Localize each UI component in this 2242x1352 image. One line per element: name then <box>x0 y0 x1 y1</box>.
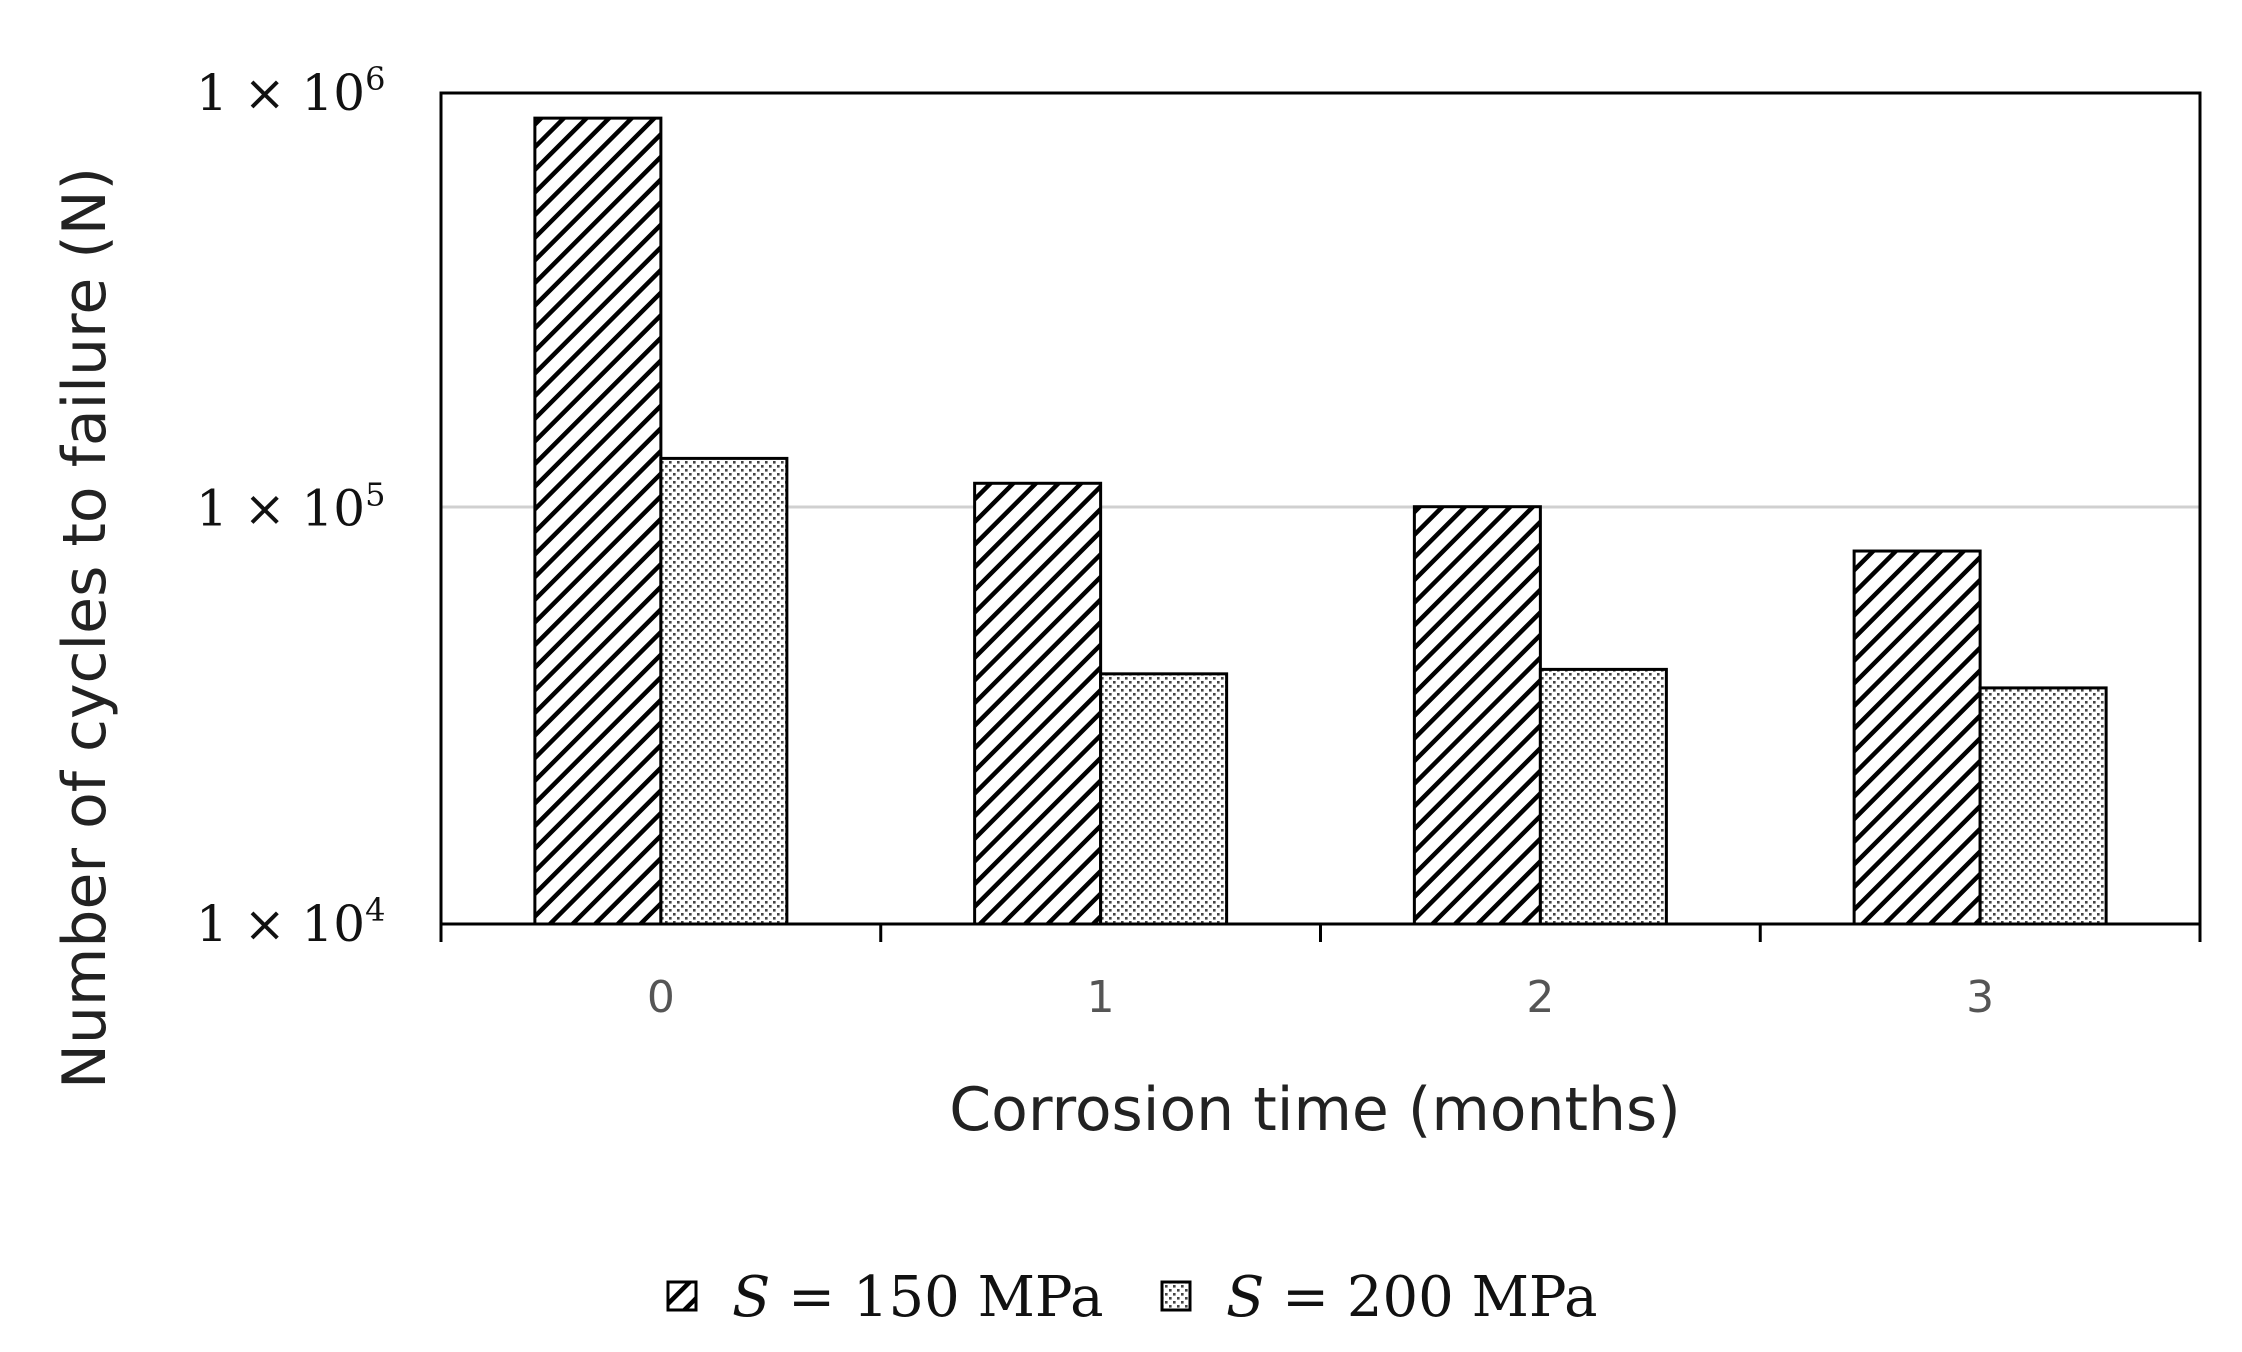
legend-item-series-2: S = 200 MPa <box>1160 1265 1597 1330</box>
legend-label-rest: = 150 MPa <box>770 1265 1103 1330</box>
legend-label-italic: S <box>1226 1265 1264 1330</box>
bar-series-2-cat-1 <box>1099 672 1229 926</box>
y-tick-label: 1 × 105 <box>196 476 385 538</box>
x-tick-label: 1 <box>1087 972 1115 1023</box>
x-axis: 0 1 2 3 Corrosion time (months) <box>439 922 2202 1145</box>
x-tick-label: 3 <box>1966 972 1994 1023</box>
legend-label-rest: = 200 MPa <box>1264 1265 1597 1330</box>
y-axis-label: Number of cycles to failure (N) <box>50 167 120 1089</box>
svg-text:S = 200 MPa: S = 200 MPa <box>1226 1265 1597 1330</box>
x-axis-label: Corrosion time (months) <box>949 1075 1680 1145</box>
y-axis: 1 × 106 1 × 105 1 × 104 Number of cycles t… <box>50 60 385 1089</box>
bar-series-2-cat-2 <box>1538 667 1668 926</box>
svg-text:S = 150 MPa: S = 150 MPa <box>732 1265 1103 1330</box>
bars <box>533 116 2108 926</box>
legend-label-italic: S <box>732 1265 770 1330</box>
x-tick-label: 2 <box>1526 972 1554 1023</box>
x-tick-label: 0 <box>647 972 675 1023</box>
bar-series-1-cat-1 <box>973 481 1103 926</box>
bar-series-2-cat-3 <box>1978 686 2108 926</box>
y-tick-label: 1 × 104 <box>196 891 385 953</box>
legend-swatch-hatch <box>666 1280 698 1312</box>
bar-series-2-cat-0 <box>659 456 789 926</box>
legend: S = 150 MPa S = 200 MPa <box>666 1265 1597 1330</box>
y-tick-label: 1 × 106 <box>196 60 385 122</box>
bar-series-1-cat-2 <box>1412 505 1542 926</box>
legend-swatch-dots <box>1160 1280 1192 1312</box>
bar-series-1-cat-0 <box>533 116 663 926</box>
legend-item-series-1: S = 150 MPa <box>666 1265 1103 1330</box>
bar-series-1-cat-3 <box>1852 549 1982 926</box>
